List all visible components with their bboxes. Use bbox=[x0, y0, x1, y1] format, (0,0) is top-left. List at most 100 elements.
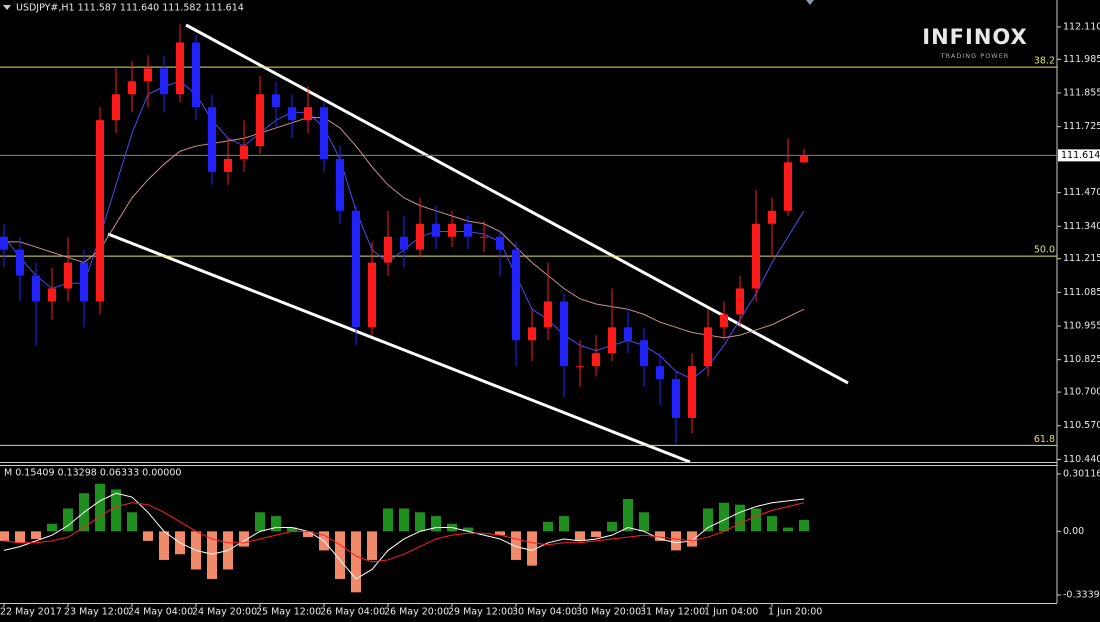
x-tick-label: 24 May 04:00 bbox=[128, 607, 193, 618]
candle-body bbox=[624, 327, 632, 341]
candle-body bbox=[464, 223, 472, 237]
histogram-bar bbox=[15, 531, 25, 543]
histogram-bar bbox=[399, 508, 409, 532]
candle-body bbox=[496, 236, 504, 250]
candle-body bbox=[384, 236, 392, 263]
histogram-bar bbox=[47, 523, 57, 532]
histogram-bar bbox=[607, 521, 617, 532]
candle-body bbox=[672, 379, 680, 418]
histogram-bar bbox=[415, 512, 425, 532]
histogram-bar bbox=[287, 527, 297, 532]
histogram-bar bbox=[111, 489, 121, 532]
symbol-header: USDJPY#,H1 111.587 111.640 111.582 111.6… bbox=[16, 3, 244, 14]
candle-body bbox=[48, 288, 56, 302]
candle-body bbox=[560, 301, 568, 367]
candle-body bbox=[544, 301, 552, 328]
candle-body bbox=[656, 366, 664, 380]
x-tick-label: 23 May 12:00 bbox=[64, 607, 129, 618]
histogram-bar bbox=[703, 508, 713, 532]
histogram-bar bbox=[639, 512, 649, 532]
y-tick-label: 111.215 bbox=[1063, 253, 1100, 264]
channel-lower bbox=[107, 232, 691, 464]
candle-body bbox=[368, 262, 376, 328]
candle-body bbox=[336, 159, 344, 211]
candle-body bbox=[240, 146, 248, 160]
candle-body bbox=[448, 223, 456, 237]
indicator-line bbox=[3, 502, 805, 563]
candle-body bbox=[320, 107, 328, 160]
x-tick-label: 26 May 04:00 bbox=[320, 607, 385, 618]
candle-body bbox=[608, 327, 616, 354]
candle-body bbox=[160, 68, 168, 95]
histogram-bar bbox=[367, 531, 377, 560]
y-tick-label: 111.470 bbox=[1063, 187, 1100, 198]
indicator-line bbox=[4, 117, 805, 339]
histogram-bar bbox=[799, 519, 809, 532]
histogram-bar bbox=[431, 516, 441, 532]
histogram-bar bbox=[143, 531, 153, 541]
candle-body bbox=[288, 107, 296, 121]
candle-body bbox=[112, 94, 120, 121]
candle-body bbox=[16, 249, 24, 276]
candle-body bbox=[272, 94, 280, 108]
y-tick-label: 112.110 bbox=[1063, 21, 1100, 32]
y-tick-label: 110.700 bbox=[1063, 387, 1100, 398]
candle-body bbox=[512, 249, 520, 341]
level-label: 50.0 bbox=[1034, 245, 1055, 256]
x-tick-label: 30 May 20:00 bbox=[576, 607, 641, 618]
histogram-bar bbox=[207, 531, 217, 579]
current-price-box bbox=[1058, 149, 1100, 162]
menu-arrow bbox=[3, 5, 11, 10]
candle-body bbox=[256, 94, 264, 147]
candle-body bbox=[80, 262, 88, 302]
histogram-bar bbox=[95, 483, 105, 532]
histogram-bar bbox=[159, 531, 169, 560]
x-tick-label: 24 May 20:00 bbox=[192, 607, 257, 618]
indicator-line bbox=[3, 492, 805, 580]
histogram-bar bbox=[255, 512, 265, 532]
histogram-bar bbox=[303, 531, 313, 538]
candle-body bbox=[0, 236, 8, 250]
candle-body bbox=[96, 120, 104, 302]
current-price-label: 111.614 bbox=[1061, 150, 1100, 161]
histogram-bar bbox=[751, 508, 761, 532]
histogram-bar bbox=[351, 531, 361, 593]
histogram-bar bbox=[463, 527, 473, 532]
level-label: 38.2 bbox=[1034, 56, 1055, 67]
candle-body bbox=[32, 275, 40, 302]
candle-body bbox=[400, 236, 408, 250]
candle-body bbox=[768, 210, 776, 224]
x-tick-label: 26 May 20:00 bbox=[384, 607, 449, 618]
y-tick-label: 111.340 bbox=[1063, 221, 1100, 232]
histogram-bar bbox=[511, 531, 521, 560]
candle-body bbox=[64, 262, 72, 289]
histogram-bar bbox=[767, 516, 777, 532]
candle-body bbox=[800, 155, 808, 163]
histogram-bar bbox=[63, 508, 73, 532]
y-tick-label: 110.825 bbox=[1063, 354, 1100, 365]
histogram-bar bbox=[655, 531, 665, 541]
histogram-bar bbox=[31, 531, 41, 539]
histogram-bar bbox=[735, 504, 745, 532]
candle-body bbox=[528, 327, 536, 341]
candle-body bbox=[176, 42, 184, 95]
candle-body bbox=[592, 353, 600, 367]
histogram-bar bbox=[671, 531, 681, 551]
histogram-bar bbox=[127, 512, 137, 532]
brand-name: INFINOX bbox=[922, 25, 1027, 49]
candle-body bbox=[208, 107, 216, 172]
histogram-bar bbox=[719, 502, 729, 532]
x-tick-label: 31 May 12:00 bbox=[640, 607, 705, 618]
histogram-bar bbox=[623, 498, 633, 532]
level-label: 61.8 bbox=[1034, 434, 1055, 445]
y-tick-label: 111.085 bbox=[1063, 287, 1100, 298]
x-tick-label: 30 May 04:00 bbox=[512, 607, 577, 618]
y-tick-label: -0.33392 bbox=[1063, 589, 1100, 600]
histogram-bar bbox=[383, 508, 393, 532]
candle-body bbox=[192, 42, 200, 108]
candle-body bbox=[144, 68, 152, 82]
histogram-bar bbox=[527, 531, 537, 566]
candle-body bbox=[352, 210, 360, 328]
candle-body bbox=[640, 340, 648, 367]
candle-body bbox=[128, 81, 136, 95]
